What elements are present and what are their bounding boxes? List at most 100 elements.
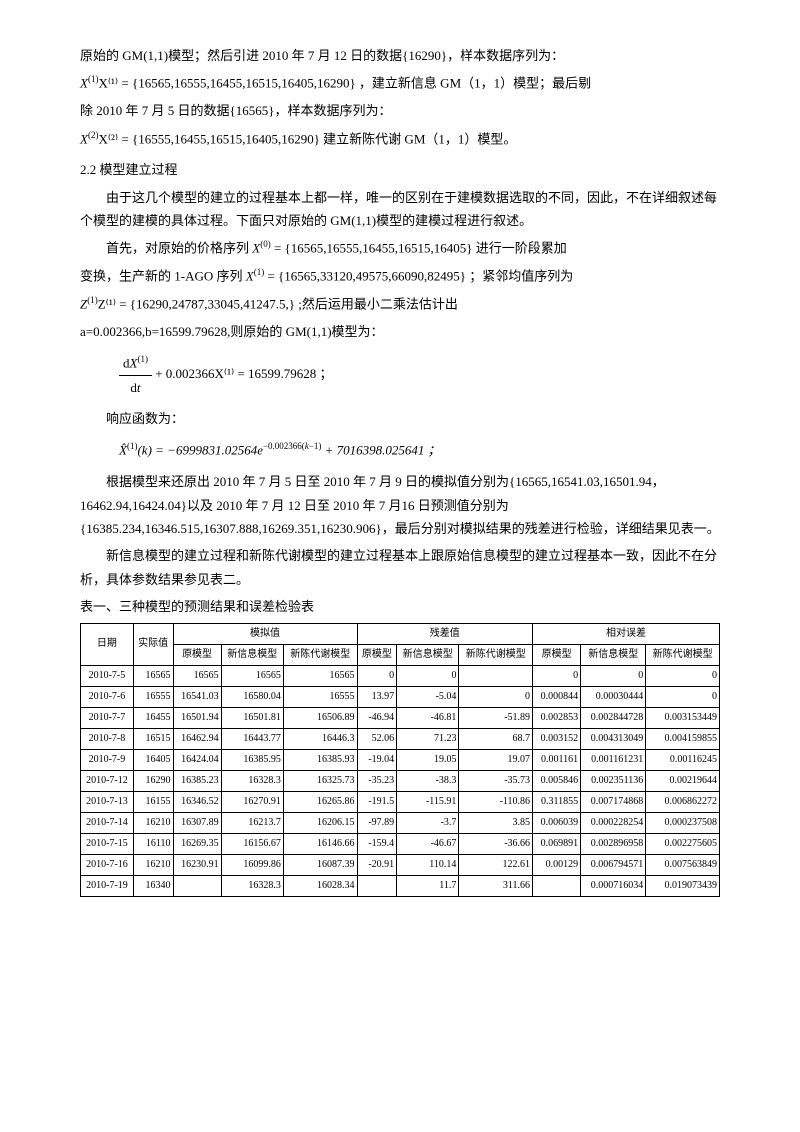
section-heading: 2.2 模型建立过程 bbox=[80, 158, 720, 181]
table-cell: 19.07 bbox=[459, 749, 533, 770]
table-cell: 0.002853 bbox=[533, 707, 581, 728]
table-cell bbox=[173, 875, 221, 896]
table-cell: -36.66 bbox=[459, 833, 533, 854]
table-row: 2010-7-91640516424.0416385.9516385.93-19… bbox=[81, 749, 720, 770]
table-cell: 16580.04 bbox=[221, 686, 283, 707]
table-cell: -38.3 bbox=[397, 770, 459, 791]
table-cell: 16555 bbox=[133, 686, 173, 707]
table-cell: 68.7 bbox=[459, 728, 533, 749]
table-cell: 0.006862272 bbox=[646, 791, 720, 812]
table-cell: 13.97 bbox=[357, 686, 397, 707]
table-cell: 16443.77 bbox=[221, 728, 283, 749]
table-cell: -191.5 bbox=[357, 791, 397, 812]
table-cell: -51.89 bbox=[459, 707, 533, 728]
col-res: 残差值 bbox=[357, 623, 533, 644]
table-cell: 0.007174868 bbox=[581, 791, 646, 812]
table-cell: 16506.89 bbox=[283, 707, 357, 728]
table-cell: 16099.86 bbox=[221, 854, 283, 875]
table-cell: 2010-7-19 bbox=[81, 875, 134, 896]
col-sim: 模拟值 bbox=[173, 623, 357, 644]
table-cell: 2010-7-5 bbox=[81, 665, 134, 686]
paragraph: 根据模型来还原出 2010 年 7 月 5 日至 2010 年 7 月 9 日的… bbox=[80, 470, 720, 540]
paragraph: 响应函数为： bbox=[80, 407, 720, 430]
table-cell: 16328.3 bbox=[221, 875, 283, 896]
col-date: 日期 bbox=[81, 623, 134, 665]
table-cell: 16325.73 bbox=[283, 770, 357, 791]
table-cell: 16424.04 bbox=[173, 749, 221, 770]
table-cell: 2010-7-13 bbox=[81, 791, 134, 812]
table-cell: 3.85 bbox=[459, 812, 533, 833]
table-cell: 71.23 bbox=[397, 728, 459, 749]
table-row: 2010-7-141621016307.8916213.716206.15-97… bbox=[81, 812, 720, 833]
table-cell: 0.002896958 bbox=[581, 833, 646, 854]
table-cell: 0.000716034 bbox=[581, 875, 646, 896]
table-cell: 2010-7-7 bbox=[81, 707, 134, 728]
table-cell: 0.311855 bbox=[533, 791, 581, 812]
table-cell: 16515 bbox=[133, 728, 173, 749]
col-m3: 新陈代谢模型 bbox=[283, 644, 357, 665]
table-cell: 0.069891 bbox=[533, 833, 581, 854]
table-cell: 16290 bbox=[133, 770, 173, 791]
table-cell: 16206.15 bbox=[283, 812, 357, 833]
table-cell: 2010-7-16 bbox=[81, 854, 134, 875]
table-cell: 16307.89 bbox=[173, 812, 221, 833]
table-cell: 16565 bbox=[283, 665, 357, 686]
table-cell: 0.000228254 bbox=[581, 812, 646, 833]
table-cell: 19.05 bbox=[397, 749, 459, 770]
table-cell: 0.001161231 bbox=[581, 749, 646, 770]
table-cell: -5.04 bbox=[397, 686, 459, 707]
table-cell bbox=[357, 875, 397, 896]
table-cell: 0.006794571 bbox=[581, 854, 646, 875]
col-m3: 新陈代谢模型 bbox=[646, 644, 720, 665]
col-actual: 实际值 bbox=[133, 623, 173, 665]
table-row: 2010-7-131615516346.5216270.9116265.86-1… bbox=[81, 791, 720, 812]
table-cell: 0.003152 bbox=[533, 728, 581, 749]
table-cell: 2010-7-8 bbox=[81, 728, 134, 749]
table-cell: 16155 bbox=[133, 791, 173, 812]
col-m1: 原模型 bbox=[357, 644, 397, 665]
paragraph: 变换，生产新的 1-AGO 序列 X(1) = {16565,33120,495… bbox=[80, 264, 720, 288]
table-cell: 0.006039 bbox=[533, 812, 581, 833]
col-m2: 新信息模型 bbox=[581, 644, 646, 665]
table-cell: -35.23 bbox=[357, 770, 397, 791]
table-cell: 16270.91 bbox=[221, 791, 283, 812]
table-row: 2010-7-61655516541.0316580.041655513.97-… bbox=[81, 686, 720, 707]
table-cell: -3.7 bbox=[397, 812, 459, 833]
table-cell: 16446.3 bbox=[283, 728, 357, 749]
table-cell: 16346.52 bbox=[173, 791, 221, 812]
table-cell: -159.4 bbox=[357, 833, 397, 854]
table-cell: 2010-7-9 bbox=[81, 749, 134, 770]
table-cell: 16501.81 bbox=[221, 707, 283, 728]
table-cell: -46.81 bbox=[397, 707, 459, 728]
table-row: 2010-7-81651516462.9416443.7716446.352.0… bbox=[81, 728, 720, 749]
table-cell: 16385.95 bbox=[221, 749, 283, 770]
table-cell: 16565 bbox=[221, 665, 283, 686]
table-cell: -115.91 bbox=[397, 791, 459, 812]
table-cell bbox=[533, 875, 581, 896]
equation-z1: Z(1)Z⁽¹⁾ = {16290,24787,33045,41247.5,} … bbox=[80, 292, 720, 316]
table-row: 2010-7-51656516565165651656500000 bbox=[81, 665, 720, 686]
table-cell: 311.66 bbox=[459, 875, 533, 896]
table-cell: 16230.91 bbox=[173, 854, 221, 875]
col-m1: 原模型 bbox=[173, 644, 221, 665]
table-cell: 16565 bbox=[173, 665, 221, 686]
col-rel: 相对误差 bbox=[533, 623, 720, 644]
table-cell: 16156.67 bbox=[221, 833, 283, 854]
table-cell: 0.005846 bbox=[533, 770, 581, 791]
paragraph: 除 2010 年 7 月 5 日的数据{16565}，样本数据序列为： bbox=[80, 99, 720, 122]
table-cell: 16210 bbox=[133, 854, 173, 875]
table-cell: 0 bbox=[646, 686, 720, 707]
table-cell: 2010-7-15 bbox=[81, 833, 134, 854]
table-subheader-row: 原模型 新信息模型 新陈代谢模型 原模型 新信息模型 新陈代谢模型 原模型 新信… bbox=[81, 644, 720, 665]
table-cell: 122.61 bbox=[459, 854, 533, 875]
equation-x1: X(1)X⁽¹⁾ = {16565,16555,16455,16515,1640… bbox=[80, 71, 720, 95]
table-cell: -35.73 bbox=[459, 770, 533, 791]
paragraph: 新信息模型的建立过程和新陈代谢模型的建立过程基本上跟原始信息模型的建立过程基本一… bbox=[80, 544, 720, 591]
table-row: 2010-7-161621016230.9116099.8616087.39-2… bbox=[81, 854, 720, 875]
table-cell: 16328.3 bbox=[221, 770, 283, 791]
col-m3: 新陈代谢模型 bbox=[459, 644, 533, 665]
table-cell: 16541.03 bbox=[173, 686, 221, 707]
table-cell: 0.00116245 bbox=[646, 749, 720, 770]
table-cell: 16146.66 bbox=[283, 833, 357, 854]
table-cell: 0.003153449 bbox=[646, 707, 720, 728]
